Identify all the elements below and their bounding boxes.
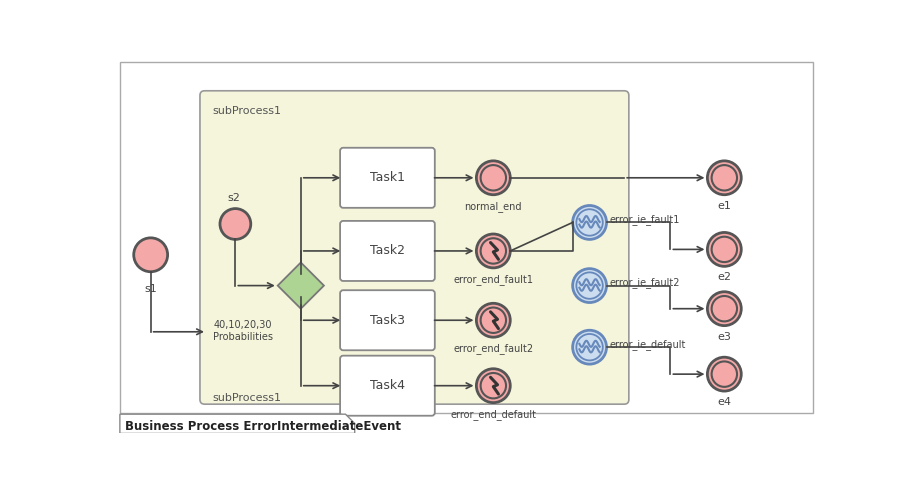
Text: e3: e3: [717, 332, 732, 342]
Text: Task1: Task1: [370, 171, 405, 184]
Text: 40,10,20,30
Probabilities: 40,10,20,30 Probabilities: [213, 320, 273, 342]
Text: Business Process ErrorIntermediateEvent: Business Process ErrorIntermediateEvent: [126, 420, 401, 433]
Polygon shape: [278, 262, 324, 309]
Circle shape: [707, 161, 742, 195]
FancyBboxPatch shape: [120, 62, 813, 412]
Circle shape: [707, 232, 742, 266]
Circle shape: [134, 238, 167, 272]
Text: error_end_default: error_end_default: [450, 409, 536, 420]
Text: normal_end: normal_end: [465, 201, 522, 212]
Circle shape: [572, 330, 607, 364]
Text: subProcess1: subProcess1: [212, 106, 281, 116]
Circle shape: [220, 208, 251, 240]
Text: error_end_fault1: error_end_fault1: [453, 274, 533, 285]
Circle shape: [707, 292, 742, 326]
Circle shape: [477, 369, 511, 403]
Circle shape: [477, 234, 511, 268]
Text: s2: s2: [228, 193, 240, 203]
Text: Task3: Task3: [370, 314, 405, 327]
Circle shape: [572, 269, 607, 302]
Text: subProcess1: subProcess1: [212, 393, 281, 403]
FancyBboxPatch shape: [340, 356, 435, 416]
Text: e4: e4: [717, 397, 732, 407]
FancyBboxPatch shape: [340, 221, 435, 281]
Text: error_ie_fault1: error_ie_fault1: [610, 214, 680, 225]
Text: error_ie_fault2: error_ie_fault2: [610, 277, 680, 288]
Text: e2: e2: [717, 273, 732, 282]
Text: s1: s1: [145, 284, 157, 294]
Text: e1: e1: [717, 201, 732, 211]
Circle shape: [572, 206, 607, 240]
FancyBboxPatch shape: [200, 91, 629, 404]
Polygon shape: [120, 414, 355, 433]
Text: Task2: Task2: [370, 244, 405, 258]
Circle shape: [477, 303, 511, 337]
FancyBboxPatch shape: [340, 290, 435, 350]
FancyBboxPatch shape: [340, 148, 435, 208]
Text: error_ie_default: error_ie_default: [610, 338, 686, 350]
Circle shape: [477, 161, 511, 195]
Text: Task4: Task4: [370, 379, 405, 392]
Circle shape: [707, 357, 742, 391]
Text: error_end_fault2: error_end_fault2: [453, 343, 533, 354]
